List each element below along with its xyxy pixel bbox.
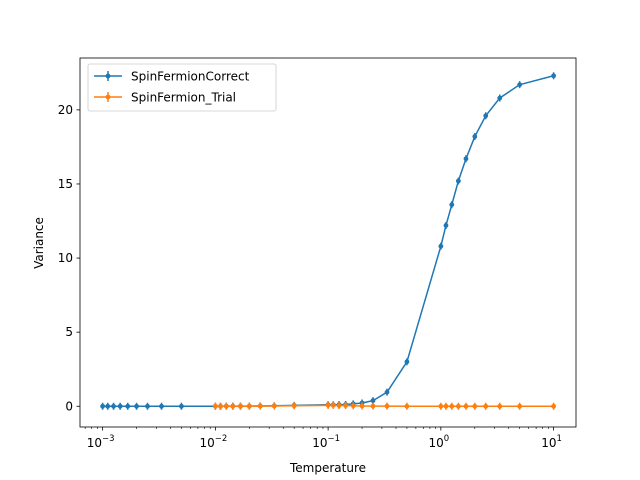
- data-point: [438, 243, 444, 249]
- x-tick-label: 100: [429, 434, 450, 450]
- data-point: [117, 403, 123, 409]
- data-point: [336, 403, 342, 408]
- data-point: [343, 403, 349, 408]
- data-point: [449, 202, 455, 208]
- data-point: [159, 403, 164, 409]
- data-point: [472, 134, 478, 139]
- data-point: [551, 403, 557, 409]
- data-point: [483, 403, 489, 409]
- data-point: [384, 389, 390, 395]
- y-tick-label: 5: [65, 325, 73, 339]
- legend-label: SpinFermion_Trial: [131, 91, 236, 105]
- x-tick-label: 10−2: [199, 434, 227, 450]
- y-tick-label: 15: [58, 177, 73, 191]
- data-point: [404, 359, 410, 365]
- data-point: [218, 403, 223, 409]
- data-point: [449, 403, 455, 409]
- data-point: [455, 178, 461, 184]
- data-point: [455, 403, 461, 409]
- y-tick-label: 0: [65, 399, 73, 413]
- legend-marker: [105, 94, 111, 100]
- x-tick-label: 10−1: [312, 434, 340, 450]
- data-point: [271, 403, 277, 409]
- data-point: [359, 403, 365, 409]
- data-point: [238, 403, 243, 409]
- data-point: [438, 403, 444, 409]
- data-point: [179, 403, 184, 409]
- legend-entry-0: SpinFermionCorrect: [94, 70, 250, 84]
- data-point: [350, 403, 356, 409]
- data-point: [517, 403, 523, 409]
- data-point: [443, 223, 449, 228]
- data-point: [463, 156, 469, 162]
- data-point: [246, 403, 252, 409]
- legend-box: [87, 63, 277, 112]
- data-point: [497, 95, 503, 101]
- data-point: [497, 403, 503, 409]
- x-tick-label: 101: [541, 434, 562, 450]
- data-point: [483, 113, 489, 119]
- x-axis-title: Temperature: [289, 461, 366, 475]
- series-line: [215, 404, 554, 407]
- data-point: [145, 403, 150, 409]
- y-tick-label: 10: [58, 251, 73, 265]
- data-point: [384, 403, 390, 409]
- data-point: [223, 403, 229, 409]
- data-point: [517, 82, 523, 88]
- series-1: [212, 401, 557, 410]
- legend-marker: [105, 73, 111, 79]
- data-point: [370, 403, 376, 409]
- plot-area: [100, 72, 557, 410]
- data-point: [404, 403, 410, 409]
- x-tick-label: 10−3: [87, 434, 115, 450]
- legend: SpinFermionCorrect SpinFermion_Trial: [87, 63, 277, 112]
- data-point: [325, 402, 331, 408]
- data-point: [472, 403, 478, 409]
- data-point: [551, 73, 557, 79]
- data-point: [463, 403, 469, 409]
- data-point: [100, 403, 106, 409]
- data-point: [257, 403, 263, 409]
- data-point: [443, 403, 449, 409]
- legend-label: SpinFermionCorrect: [131, 70, 250, 84]
- data-point: [230, 403, 236, 409]
- data-point: [212, 403, 218, 409]
- data-point: [370, 398, 376, 404]
- y-axis-title: Variance: [32, 217, 46, 269]
- data-point: [134, 403, 139, 409]
- data-point: [105, 403, 111, 409]
- data-point: [111, 403, 116, 409]
- data-point: [330, 402, 336, 408]
- y-tick-label: 20: [58, 103, 73, 117]
- data-point: [125, 403, 131, 409]
- legend-entry-1: SpinFermion_Trial: [94, 91, 236, 105]
- data-point: [291, 403, 297, 409]
- axes: 10−3 10−2 10−1 100 101 0 5 10 15 20: [58, 57, 577, 450]
